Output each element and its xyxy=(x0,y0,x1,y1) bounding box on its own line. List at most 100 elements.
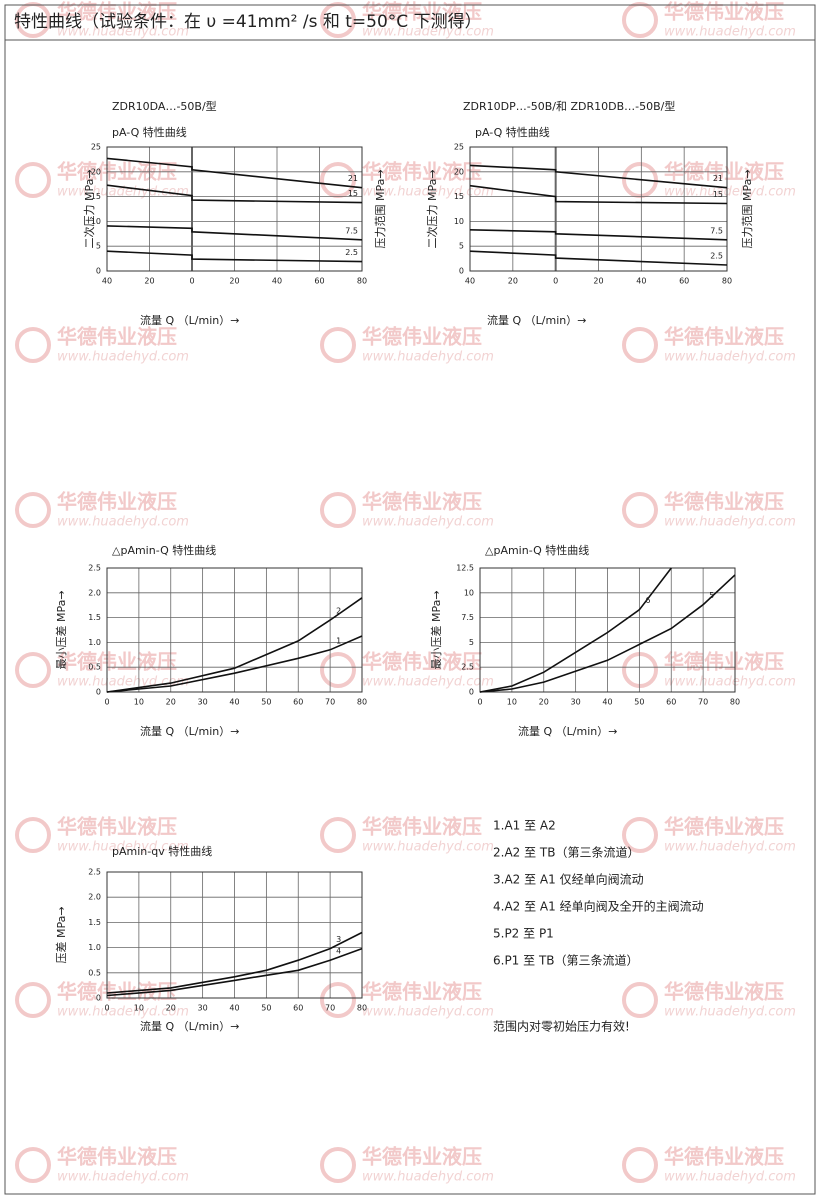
watermark-icon xyxy=(15,327,51,363)
x-tick-label: 20 xyxy=(593,277,603,286)
watermark-brand: 华德伟业液压 xyxy=(362,0,482,24)
watermark-brand: 华德伟业液压 xyxy=(664,0,784,24)
watermark-icon xyxy=(15,162,51,198)
watermark-icon xyxy=(320,982,356,1018)
watermark-icon xyxy=(320,492,356,528)
x-tick-label: 80 xyxy=(357,277,367,286)
watermark-url: www.huadehyd.com xyxy=(57,25,189,40)
watermark-url: www.huadehyd.com xyxy=(664,25,796,40)
watermark-brand: 华德伟业液压 xyxy=(664,815,784,839)
x-axis-label: 流量 Q （L/min）→ xyxy=(140,724,239,738)
watermark-url: www.huadehyd.com xyxy=(362,25,494,40)
x-tick-label: 40 xyxy=(102,277,112,286)
plot-frame xyxy=(469,146,728,272)
note: 范围内对零初始压力有效! xyxy=(493,1019,630,1034)
watermark-icon xyxy=(15,652,51,688)
y-tick-label: 1.0 xyxy=(88,638,101,647)
y-tick-label: 0 xyxy=(96,267,101,276)
series-line xyxy=(106,931,363,994)
chart: ZDR10DP…-50B/和 ZDR10DB…-50B/型 pA-Q 特性曲线二次… xyxy=(425,99,754,327)
watermark-url: www.huadehyd.com xyxy=(664,350,796,365)
plot-frame xyxy=(106,871,363,999)
y-axis-label: 最小压差 MPa→ xyxy=(54,590,68,669)
watermark-brand: 华德伟业液压 xyxy=(57,1145,177,1169)
x-tick-label: 60 xyxy=(293,1004,303,1013)
watermark-url: www.huadehyd.com xyxy=(664,1170,796,1185)
watermark-brand: 华德伟业液压 xyxy=(57,0,177,24)
watermark-url: www.huadehyd.com xyxy=(664,840,796,855)
y-tick-label: 0.5 xyxy=(88,663,101,672)
plot-frame xyxy=(106,146,363,272)
x-tick-label: 0 xyxy=(104,1004,109,1013)
x-tick-label: 0 xyxy=(553,277,558,286)
x-tick-label: 50 xyxy=(261,698,271,707)
x-tick-label: 20 xyxy=(539,698,549,707)
watermark-url: www.huadehyd.com xyxy=(57,1170,189,1185)
x-tick-label: 40 xyxy=(229,1004,239,1013)
y-tick-label: 25 xyxy=(91,143,101,152)
watermark-icon xyxy=(320,162,356,198)
watermark-url: www.huadehyd.com xyxy=(664,185,796,200)
series-label: 5 xyxy=(709,591,714,600)
series-label: 21 xyxy=(348,174,358,183)
series-label: 15 xyxy=(713,190,723,199)
legend-item: 2.A2 至 TB（第三条流道） xyxy=(493,846,640,860)
x-tick-label: 20 xyxy=(166,698,176,707)
y-tick-label: 5 xyxy=(96,242,101,251)
x-tick-label: 70 xyxy=(325,1004,335,1013)
x-tick-label: 70 xyxy=(325,698,335,707)
watermark-icon xyxy=(320,2,356,38)
watermarks: 华德伟业液压www.huadehyd.com华德伟业液压www.huadehyd… xyxy=(15,0,796,1185)
x-tick-label: 20 xyxy=(144,277,154,286)
watermark-url: www.huadehyd.com xyxy=(57,1005,189,1020)
watermark-url: www.huadehyd.com xyxy=(57,515,189,530)
x-tick-label: 10 xyxy=(507,698,517,707)
watermark-brand: 华德伟业液压 xyxy=(362,325,482,349)
legend-item: 4.A2 至 A1 经单向阀及全开的主阀流动 xyxy=(493,899,704,914)
watermark-brand: 华德伟业液压 xyxy=(362,1145,482,1169)
watermark-url: www.huadehyd.com xyxy=(362,185,494,200)
watermark-brand: 华德伟业液压 xyxy=(362,490,482,514)
y-tick-label: 1.5 xyxy=(88,918,101,927)
y-axis-label: 二次压力 MPa→ xyxy=(82,169,96,248)
y-tick-label: 1.5 xyxy=(88,613,101,622)
y-tick-label: 7.5 xyxy=(461,613,474,622)
chart-subtitle: pA-Q 特性曲线 xyxy=(112,125,187,139)
y2-axis-label: 压力范围 MPa→ xyxy=(740,169,754,248)
series-line xyxy=(106,947,363,997)
series-line xyxy=(106,225,363,241)
watermark-icon xyxy=(15,817,51,853)
x-tick-label: 50 xyxy=(634,698,644,707)
watermark-brand: 华德伟业液压 xyxy=(362,160,482,184)
series-label: 2 xyxy=(336,607,341,616)
x-tick-label: 40 xyxy=(465,277,475,286)
x-tick-label: 20 xyxy=(508,277,518,286)
watermark-brand: 华德伟业液压 xyxy=(664,650,784,674)
watermark-icon xyxy=(15,2,51,38)
plot-frame xyxy=(106,567,363,693)
y-tick-label: 2.5 xyxy=(88,564,101,573)
x-tick-label: 0 xyxy=(104,698,109,707)
y2-axis-label: 压力范围 MPa→ xyxy=(373,169,387,248)
x-tick-label: 20 xyxy=(229,277,239,286)
chart-subtitle: △pAmin-Q 特性曲线 xyxy=(112,543,216,557)
series-label: 4 xyxy=(336,947,341,956)
x-axis-label: 流量 Q （L/min）→ xyxy=(518,724,617,738)
series-label: 15 xyxy=(348,189,358,198)
y-tick-label: 20 xyxy=(454,167,464,176)
series-line xyxy=(106,250,363,263)
x-tick-label: 30 xyxy=(571,698,581,707)
watermark-url: www.huadehyd.com xyxy=(362,515,494,530)
y-tick-label: 0.5 xyxy=(88,968,101,977)
watermark-brand: 华德伟业液压 xyxy=(57,325,177,349)
y-tick-label: 1.0 xyxy=(88,943,101,952)
y-axis-label: 最小压差 MPa→ xyxy=(429,590,443,669)
legend-item: 1.A1 至 A2 xyxy=(493,819,556,833)
x-axis-label: 流量 Q （L/min）→ xyxy=(487,313,586,327)
watermark-icon xyxy=(320,1147,356,1183)
x-tick-label: 10 xyxy=(134,698,144,707)
